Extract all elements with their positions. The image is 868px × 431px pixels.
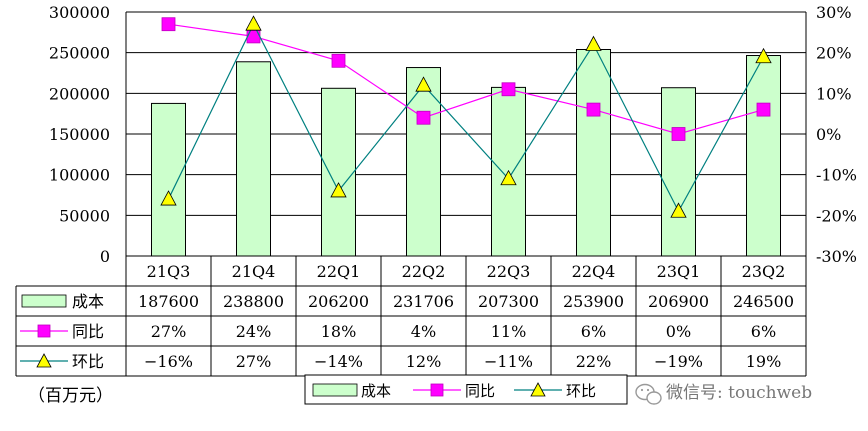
- bar: [576, 48, 611, 257]
- table-cell: −19%: [654, 352, 703, 371]
- marker-yoy: [161, 17, 176, 32]
- axes: 0 50000 100000 150000 200000 250000 300000 -30%…: [49, 3, 857, 266]
- marker-qoq: [755, 47, 772, 64]
- category-label: 23Q1: [657, 262, 701, 281]
- bar: [746, 55, 781, 257]
- line-series: [160, 15, 772, 218]
- category-label: 22Q4: [572, 262, 616, 281]
- table-cell: 187600: [138, 292, 199, 311]
- y-right-tick-label: 20%: [816, 44, 852, 63]
- table-cell: 6%: [581, 322, 606, 341]
- legend-marker-yoy: [430, 383, 444, 397]
- bar-series-cost: [151, 48, 781, 257]
- legend-label-cost: 成本: [361, 382, 391, 400]
- table-cell: −14%: [314, 352, 363, 371]
- table-cell: 246500: [733, 292, 794, 311]
- table-row-label: 环比: [72, 352, 104, 371]
- table-cell: 18%: [321, 322, 357, 341]
- marker-yoy: [331, 53, 346, 68]
- table-cell: 27%: [236, 352, 272, 371]
- bar: [151, 102, 186, 257]
- table-cell: 253900: [563, 292, 624, 311]
- category-label: 22Q2: [402, 262, 446, 281]
- line-yoy: [168, 23, 764, 135]
- legend-label-yoy: 同比: [465, 382, 495, 400]
- y-left-tick-label: 150000: [49, 125, 110, 144]
- unit-note: （百万元）: [28, 386, 113, 406]
- table-cell: 27%: [151, 322, 187, 341]
- table-cell: 11%: [491, 322, 527, 341]
- marker-qoq: [670, 202, 687, 218]
- marker-qoq: [245, 15, 262, 31]
- table-cell: 231706: [393, 292, 454, 311]
- legend: 成本 同比 环比: [304, 374, 628, 405]
- table-cell: 238800: [223, 292, 284, 311]
- marker-qoq: [160, 190, 177, 206]
- bar: [236, 61, 271, 257]
- marker-yoy: [416, 110, 431, 125]
- y-left-tick-label: 300000: [49, 3, 110, 22]
- table-cell: 4%: [411, 322, 436, 341]
- legend-swatch-cost: [312, 383, 358, 397]
- y-left-tick-label: 50000: [59, 206, 110, 225]
- category-label: 21Q3: [147, 262, 191, 281]
- bar: [406, 67, 441, 257]
- y-right-tick-label: -30%: [816, 247, 857, 266]
- y-right-tick-label: 30%: [816, 3, 852, 22]
- marker-yoy: [586, 102, 601, 117]
- y-left-tick-label: 0: [100, 247, 110, 266]
- table-legend-marker-yoy: [37, 324, 51, 338]
- legend-frame: [304, 374, 628, 405]
- legend-marker-qoq: [530, 382, 546, 397]
- marker-yoy: [671, 127, 686, 141]
- marker-yoy: [501, 82, 516, 97]
- table-cell: 19%: [746, 352, 782, 371]
- y-right-tick-label: -20%: [816, 206, 857, 225]
- bar: [661, 87, 696, 257]
- y-right-tick-label: -10%: [816, 166, 857, 185]
- bar: [321, 87, 356, 257]
- table-row-label: 同比: [72, 322, 104, 341]
- table-cell: 24%: [236, 322, 272, 341]
- table-cell: −11%: [484, 352, 533, 371]
- wechat-icon: [635, 383, 662, 405]
- marker-qoq: [585, 35, 602, 51]
- table-cell: 207300: [478, 292, 539, 311]
- y-left-tick-label: 250000: [49, 44, 110, 63]
- watermark: 微信号: touchweb: [635, 383, 812, 405]
- table-cell: 206200: [308, 292, 369, 311]
- y-right-tick-label: 0%: [816, 125, 841, 144]
- marker-qoq: [415, 76, 432, 92]
- y-right-tick-label: 10%: [816, 84, 852, 103]
- marker-yoy: [756, 102, 771, 117]
- table-cell: −16%: [144, 352, 193, 371]
- line-qoq: [167, 22, 765, 213]
- marker-qoq: [330, 182, 347, 198]
- table-legend-marker-qoq: [36, 353, 52, 368]
- data-table: 21Q3 21Q4 22Q1 22Q2 22Q3 22Q4 23Q1 23Q2 成本 187600…: [15, 255, 807, 377]
- category-label: 21Q4: [232, 262, 276, 281]
- table-row-label: 成本: [72, 292, 104, 311]
- table-cell: 12%: [406, 352, 442, 371]
- table-legend-swatch-cost: [21, 294, 67, 308]
- marker-qoq: [500, 169, 517, 186]
- table-cell: 206900: [648, 292, 709, 311]
- gridlines: [126, 11, 806, 257]
- y-left-tick-label: 200000: [49, 84, 110, 103]
- table-cell: 22%: [576, 352, 612, 371]
- table-cell: 6%: [751, 322, 776, 341]
- category-label: 22Q1: [317, 262, 361, 281]
- category-label: 23Q2: [742, 262, 786, 281]
- watermark-text: 微信号: touchweb: [666, 383, 812, 403]
- category-label: 22Q3: [487, 262, 531, 281]
- table-cell: 0%: [666, 322, 691, 341]
- legend-label-qoq: 环比: [566, 382, 596, 400]
- y-left-tick-label: 100000: [49, 166, 110, 185]
